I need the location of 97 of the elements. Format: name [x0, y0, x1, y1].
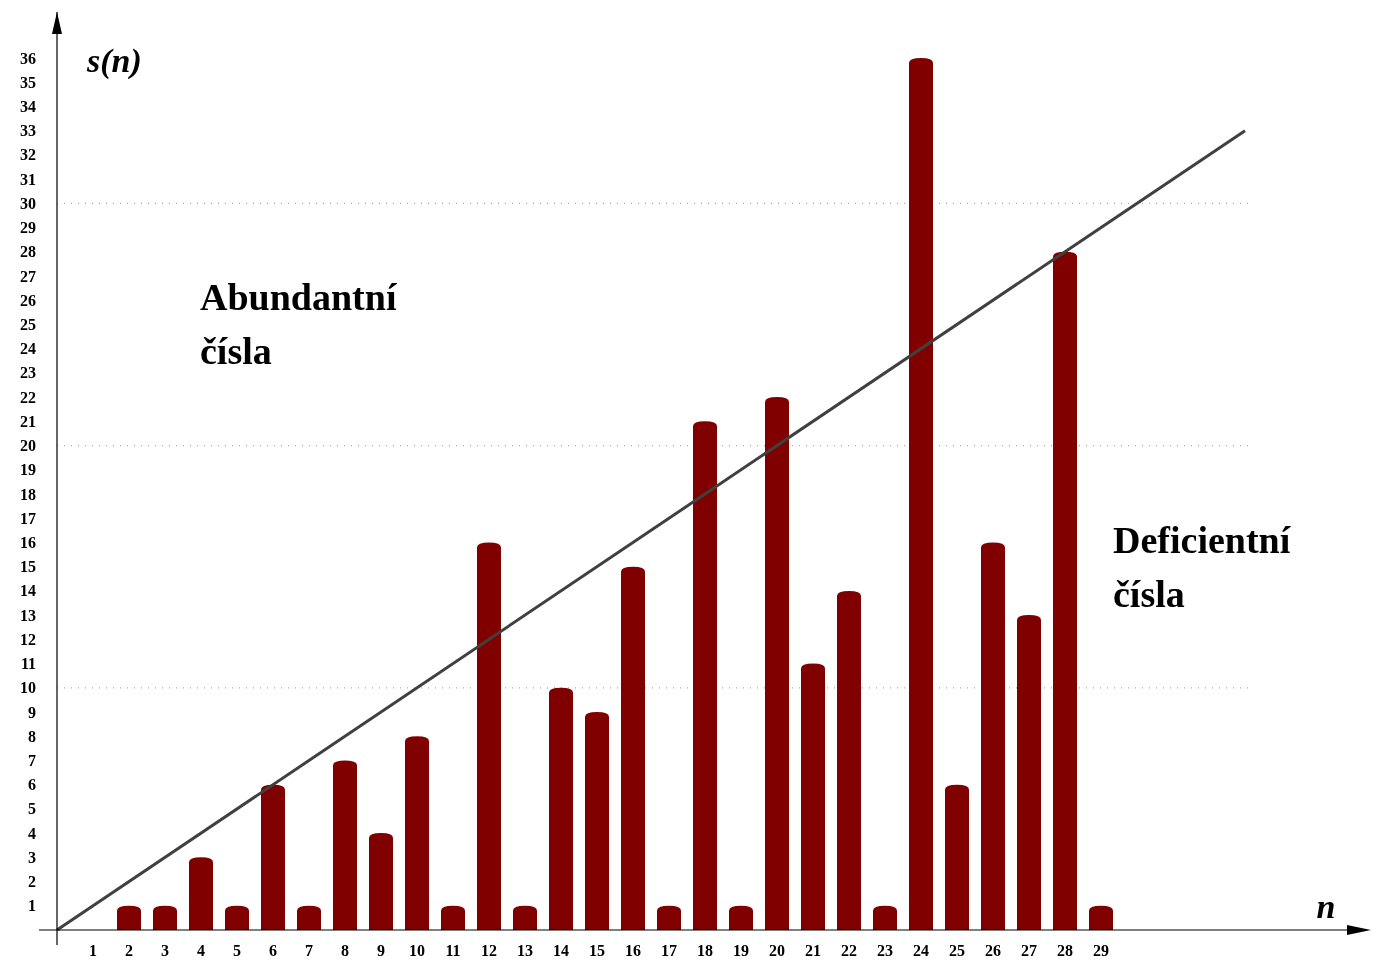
y-tick-label: 36 — [20, 49, 36, 67]
y-tick-label: 7 — [28, 751, 36, 769]
y-tick-label: 19 — [20, 461, 36, 479]
y-tick-label: 1 — [28, 897, 36, 915]
x-tick-label: 25 — [949, 942, 965, 959]
y-tick-label: 31 — [20, 170, 36, 188]
x-tick-label: 4 — [197, 942, 205, 959]
y-tick-label: 6 — [28, 776, 36, 794]
y-tick-label: 30 — [20, 194, 36, 212]
bar — [549, 687, 573, 930]
bar — [801, 663, 825, 930]
y-tick-label: 11 — [20, 655, 36, 673]
bar — [1017, 615, 1041, 930]
bar — [333, 760, 357, 930]
y-tick-label: 18 — [20, 485, 36, 503]
y-tick-label: 22 — [20, 388, 36, 406]
y-tick-label: 16 — [20, 533, 36, 551]
x-tick-label: 23 — [877, 942, 893, 959]
bar — [657, 905, 681, 930]
y-axis-title: s(n) — [86, 42, 142, 80]
bar — [189, 857, 213, 930]
y-tick-label: 20 — [20, 437, 36, 455]
y-tick-label: 17 — [20, 509, 36, 527]
bar — [765, 397, 789, 930]
x-tick-label: 22 — [841, 942, 857, 959]
x-tick-label: 6 — [269, 942, 277, 959]
y-tick-label: 10 — [20, 679, 36, 697]
bar — [153, 905, 177, 930]
bar — [1053, 251, 1077, 930]
x-tick-label: 1 — [89, 942, 97, 959]
bar — [369, 833, 393, 930]
x-tick-label: 26 — [985, 942, 1001, 959]
bar — [225, 905, 249, 930]
bar — [945, 784, 969, 930]
x-tick-label: 9 — [377, 942, 385, 959]
y-tick-label: 27 — [20, 267, 36, 285]
x-tick-label: 19 — [733, 942, 749, 959]
x-tick-label: 27 — [1021, 942, 1037, 959]
y-tick-label: 4 — [28, 824, 36, 842]
x-tick-label: 29 — [1093, 942, 1109, 959]
x-tick-label: 12 — [481, 942, 497, 959]
bar — [1089, 905, 1113, 930]
y-tick-label: 33 — [20, 122, 36, 140]
bar — [513, 905, 537, 930]
x-tick-label: 28 — [1057, 942, 1073, 959]
bar — [585, 712, 609, 930]
bar — [441, 905, 465, 930]
x-tick-label: 8 — [341, 942, 349, 959]
x-tick-label: 11 — [445, 942, 461, 959]
bar — [909, 58, 933, 930]
y-tick-label: 5 — [28, 800, 36, 818]
x-tick-label: 2 — [125, 942, 133, 959]
y-tick-label: 26 — [20, 291, 36, 309]
x-tick-label: 24 — [913, 942, 929, 959]
bar — [981, 542, 1005, 930]
y-tick-label: 8 — [28, 727, 36, 745]
y-tick-label: 32 — [20, 146, 36, 164]
y-tick-label: 14 — [20, 582, 36, 600]
annotation: Abundantní čísla — [200, 276, 398, 372]
bar — [693, 421, 717, 930]
x-tick-label: 15 — [589, 942, 605, 959]
y-tick-label: 21 — [20, 412, 36, 430]
bar — [297, 905, 321, 930]
bar — [729, 905, 753, 930]
bar — [117, 905, 141, 930]
x-tick-label: 10 — [409, 942, 425, 959]
y-tick-label: 12 — [20, 630, 36, 648]
y-tick-label: 25 — [20, 315, 36, 333]
bar — [873, 905, 897, 930]
x-tick-label: 20 — [769, 942, 785, 959]
bar — [261, 784, 285, 930]
y-tick-label: 13 — [20, 606, 36, 624]
y-tick-label: 2 — [28, 873, 36, 891]
x-tick-label: 7 — [305, 942, 313, 959]
x-tick-label: 13 — [517, 942, 533, 959]
y-tick-label: 23 — [20, 364, 36, 382]
annotation: Deficientní čísla — [1113, 519, 1292, 615]
x-tick-label: 17 — [661, 942, 677, 959]
y-tick-label: 24 — [20, 340, 36, 358]
y-tick-label: 29 — [20, 219, 36, 237]
x-tick-label: 16 — [625, 942, 641, 959]
y-tick-label: 15 — [20, 558, 36, 576]
y-tick-label: 34 — [20, 97, 36, 115]
y-tick-label: 28 — [20, 243, 36, 261]
y-tick-label: 9 — [28, 703, 36, 721]
x-tick-label: 21 — [805, 942, 821, 959]
bar — [621, 566, 645, 930]
x-tick-label: 14 — [553, 942, 569, 959]
x-tick-label: 18 — [697, 942, 713, 959]
y-tick-label: 35 — [20, 73, 36, 91]
bar — [405, 736, 429, 930]
x-tick-label: 5 — [233, 942, 241, 959]
x-axis-title: n — [1316, 888, 1336, 925]
x-tick-label: 3 — [161, 942, 169, 959]
bar — [477, 542, 501, 930]
bar — [837, 590, 861, 930]
y-tick-label: 3 — [28, 848, 36, 866]
